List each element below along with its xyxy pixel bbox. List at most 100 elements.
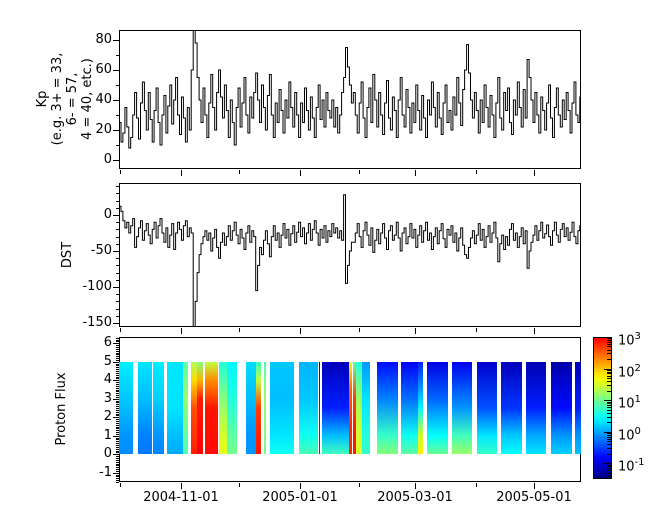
y-tick-label: 2 <box>103 409 112 424</box>
y-minor-tick <box>116 375 119 376</box>
y-minor-tick <box>116 347 119 348</box>
colorbar-tick-label: 101 <box>618 394 641 412</box>
y-minor-tick <box>116 294 119 295</box>
x-minor-tick <box>120 170 121 174</box>
y-minor-tick <box>116 425 119 426</box>
colorbar-exponent: 0 <box>634 426 641 437</box>
x-major-tick <box>300 483 301 489</box>
flux-column <box>550 361 572 455</box>
y-major-tick <box>113 454 119 455</box>
y-minor-tick <box>116 265 119 266</box>
flux-column <box>298 361 318 455</box>
colorbar-minor-tick <box>607 410 611 411</box>
colorbar-minor-tick <box>607 402 611 403</box>
y-minor-tick <box>116 419 119 420</box>
y-minor-tick <box>116 406 119 407</box>
colorbar-minor-tick <box>607 370 611 371</box>
colorbar-minor-tick <box>607 473 611 474</box>
flux-column <box>525 361 547 455</box>
y-minor-tick <box>116 421 119 422</box>
colorbar-minor-tick <box>607 353 611 354</box>
y-tick-label: -150 <box>82 315 112 330</box>
y-minor-tick <box>116 482 119 483</box>
x-minor-tick <box>120 483 121 487</box>
flux-column <box>401 361 419 455</box>
y-minor-tick <box>116 458 119 459</box>
x-minor-tick <box>120 328 121 332</box>
x-tick-label: 2005-01-01 <box>262 490 338 505</box>
y-minor-tick <box>116 85 119 86</box>
y-minor-tick <box>116 258 119 259</box>
colorbar-minor-tick <box>607 338 611 339</box>
flux-column <box>362 361 371 455</box>
x-major-tick <box>534 328 535 334</box>
y-minor-tick <box>116 395 119 396</box>
colorbar-minor-tick <box>607 466 611 467</box>
x-major-tick <box>415 170 416 176</box>
y-minor-tick <box>116 415 119 416</box>
dst-series <box>120 194 580 326</box>
colorbar-minor-tick <box>607 441 611 442</box>
colorbar-minor-tick <box>607 435 611 436</box>
y-minor-tick <box>116 414 119 415</box>
y-minor-tick <box>116 410 119 411</box>
colorbar-minor-tick <box>607 454 611 455</box>
colorbar-minor-tick <box>607 342 611 343</box>
flux-column <box>204 361 218 455</box>
flux-column <box>167 361 183 455</box>
colorbar-tick-label: 100 <box>618 426 641 444</box>
colorbar-exponent: 2 <box>634 363 641 374</box>
y-major-tick <box>113 287 119 288</box>
y-minor-tick <box>116 345 119 346</box>
colorbar-minor-tick <box>607 476 611 477</box>
y-tick-label: 0 <box>103 207 112 222</box>
y-major-tick <box>113 380 119 381</box>
y-minor-tick <box>116 467 119 468</box>
x-major-tick <box>181 328 182 334</box>
y-major-tick <box>113 40 119 41</box>
y-major-tick <box>113 251 119 252</box>
y-tick-label: 80 <box>95 32 112 47</box>
y-minor-tick <box>116 478 119 479</box>
y-minor-tick <box>116 384 119 385</box>
y-minor-tick <box>116 373 119 374</box>
x-minor-tick <box>359 483 360 487</box>
y-minor-tick <box>116 449 119 450</box>
y-minor-tick <box>116 460 119 461</box>
colorbar-minor-tick <box>607 433 611 434</box>
y-major-tick <box>113 343 119 344</box>
y-minor-tick <box>116 443 119 444</box>
flux-column <box>269 361 295 455</box>
y-tick-label: 0 <box>103 446 112 461</box>
x-minor-tick <box>239 328 240 332</box>
y-minor-tick <box>116 391 119 392</box>
y-major-tick <box>113 473 119 474</box>
y-minor-tick <box>116 354 119 355</box>
x-major-tick <box>181 170 182 176</box>
y-major-tick <box>113 362 119 363</box>
y-major-tick <box>113 417 119 418</box>
y-minor-tick <box>116 465 119 466</box>
y-minor-tick <box>116 349 119 350</box>
y-major-tick <box>113 323 119 324</box>
colorbar-minor-tick <box>607 376 611 377</box>
y-minor-tick <box>116 476 119 477</box>
colorbar-minor-tick <box>607 448 611 449</box>
colorbar-minor-tick <box>607 407 611 408</box>
colorbar-minor-tick <box>607 465 611 466</box>
y-minor-tick <box>116 434 119 435</box>
colorbar-minor-tick <box>607 378 611 379</box>
y-minor-tick <box>116 186 119 187</box>
colorbar-tick-label: 10-1 <box>618 457 645 475</box>
flux-panel <box>119 337 581 482</box>
flux-column <box>119 361 134 455</box>
y-minor-tick <box>116 377 119 378</box>
y-major-tick <box>113 215 119 216</box>
y-minor-tick <box>116 222 119 223</box>
y-minor-tick <box>116 428 119 429</box>
y-minor-tick <box>116 390 119 391</box>
colorbar-minor-tick <box>607 437 611 438</box>
y-major-tick <box>113 399 119 400</box>
colorbar-minor-tick <box>607 346 611 347</box>
x-tick-label: 2004-11-01 <box>143 490 219 505</box>
